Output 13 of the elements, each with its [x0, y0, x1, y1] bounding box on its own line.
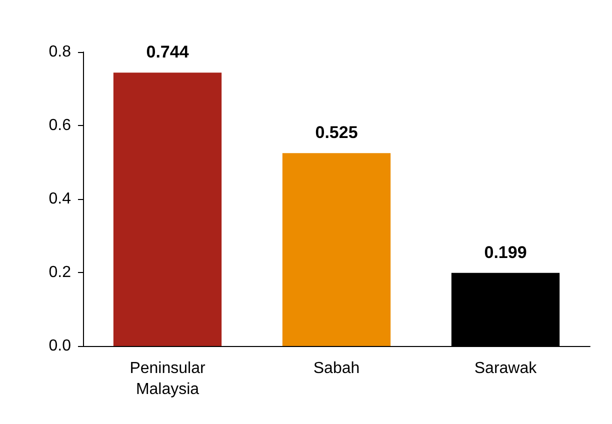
y-tick-label: 0.8 [48, 44, 72, 60]
bar [282, 153, 391, 346]
x-tick-label: Sabah [313, 360, 360, 377]
y-tick-label: 0.2 [48, 264, 72, 281]
x-tick-label: Peninsular Malaysia [130, 360, 206, 398]
y-tick-label: 0.6 [48, 117, 72, 134]
bar [113, 72, 222, 346]
y-tick-label: 0.4 [48, 190, 72, 208]
data-label: 0.199 [484, 242, 527, 262]
data-label: 0.525 [315, 123, 358, 142]
y-tick-label: 0.0 [48, 338, 72, 354]
data-label: 0.744 [146, 42, 190, 62]
x-tick-label: Sarawak [474, 360, 538, 377]
